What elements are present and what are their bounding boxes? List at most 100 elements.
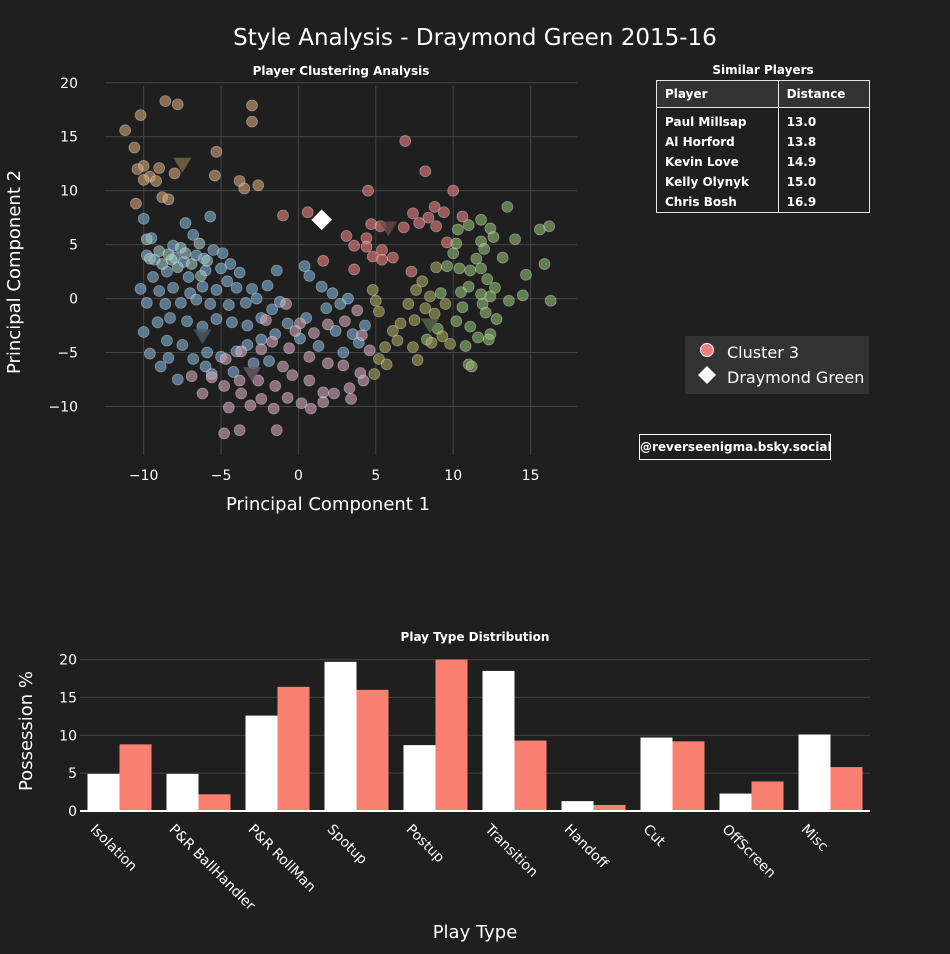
scatter-point (402, 298, 415, 310)
scatter-point (174, 296, 187, 309)
scatter-point (137, 326, 150, 338)
scatter-point (419, 302, 432, 315)
scatter-point (289, 325, 302, 337)
bar-cluster (119, 744, 152, 811)
scatter-point (422, 211, 435, 224)
scatter-point (159, 298, 172, 310)
x-axis-label: Principal Component 1 (226, 494, 430, 515)
scatter-point (219, 353, 232, 365)
similar-players-table: Player Distance Paul Millsap 13.0 Al Hor… (656, 80, 871, 213)
x-tick-label: Misc (798, 822, 831, 855)
scatter-point (386, 251, 399, 264)
bar-player (403, 745, 436, 811)
scatter-point (196, 387, 209, 400)
scatter-point (205, 371, 218, 384)
y-tick-label: −10 (48, 399, 78, 415)
centroid-marker (420, 318, 439, 334)
scatter-point (334, 298, 347, 310)
scatter-point (340, 230, 353, 242)
scatter-point (373, 305, 385, 318)
scatter-point (218, 427, 231, 440)
scatter-point (321, 318, 334, 331)
scatter-point (379, 341, 392, 354)
scatter-point (413, 217, 426, 229)
scatter-point (456, 210, 469, 223)
scatter-point (351, 304, 364, 317)
scatter-point (482, 333, 495, 346)
scatter-point (187, 353, 200, 365)
scatter-point (179, 217, 192, 229)
y-tick-label: 15 (59, 690, 77, 706)
scatter-point (363, 344, 376, 357)
legend-label: Cluster 3 (727, 342, 800, 362)
scatter-point (210, 284, 223, 296)
player-name: Kelly Olynyk (656, 172, 779, 192)
scatter-point (286, 369, 299, 382)
scatter-point (269, 380, 282, 392)
table-header-distance: Distance (777, 80, 871, 108)
y-tick-label: 5 (68, 766, 77, 782)
scatter-point (241, 319, 254, 332)
scatter-point (162, 352, 175, 364)
scatter-point (239, 296, 252, 309)
scatter-point (215, 262, 227, 275)
scatter-point (143, 252, 156, 265)
scatter-point (196, 280, 209, 293)
scatter-point (478, 243, 491, 255)
scatter-point (397, 221, 410, 234)
bar-player (482, 670, 515, 811)
scatter-point (168, 167, 181, 180)
y-tick-label: 20 (59, 653, 77, 669)
scatter-point (419, 165, 432, 178)
player-name: Chris Bosh (656, 192, 779, 213)
scatter-point (308, 327, 320, 339)
scatter-point (277, 209, 289, 222)
scatter-point (277, 360, 289, 373)
scatter-point (354, 367, 367, 379)
scatter-point (233, 424, 246, 437)
scatter-point (472, 331, 484, 344)
scatter-point (479, 306, 492, 319)
table-row: Kevin Love 14.9 (656, 152, 871, 172)
scatter-point (270, 424, 283, 437)
bar-player (798, 734, 831, 811)
scatter-point (438, 206, 450, 219)
scatter-point (481, 273, 494, 286)
legend-item-highlight[interactable]: Draymond Green (697, 366, 864, 388)
scatter-point (520, 268, 532, 281)
scatter-point (315, 280, 328, 293)
table-header-player: Player (656, 80, 779, 108)
scatter-point (131, 163, 144, 175)
scatter-point (128, 141, 141, 154)
scatter-point (153, 162, 166, 174)
legend-item-cluster[interactable]: Cluster 3 (697, 342, 799, 362)
scatter-point (190, 293, 203, 306)
scatter-point (218, 380, 231, 392)
scatter-point (137, 173, 150, 186)
scatter-plot: Player Clustering Analysis −10 −5 0 5 10 15 −10… (4, 64, 577, 515)
scatter-point (359, 319, 371, 332)
scatter-point (441, 260, 453, 273)
scatter-point (348, 239, 361, 252)
bar-player (166, 773, 199, 811)
scatter-point (410, 284, 422, 296)
scatter-point (462, 280, 475, 293)
scatter-point (456, 301, 469, 314)
scatter-point (130, 197, 142, 210)
scatter-point (208, 169, 221, 182)
y-tick-label: 5 (69, 238, 78, 254)
scatter-point (283, 342, 296, 355)
scatter-point (227, 366, 240, 378)
legend[interactable]: Cluster 3 Draymond Green (685, 336, 869, 394)
x-tick-label: Spotup (324, 822, 370, 868)
scatter-point (337, 359, 350, 372)
scatter-point (221, 275, 234, 288)
centroid-marker (193, 329, 212, 345)
scatter-point (233, 374, 246, 387)
x-tick-label: Isolation (87, 822, 140, 875)
scatter-point (182, 271, 195, 283)
player-distance: 14.9 (777, 152, 871, 172)
bar-chart-title: Play Type Distribution (401, 630, 550, 644)
x-tick-label: 10 (444, 468, 462, 484)
scatter-point (150, 175, 162, 187)
